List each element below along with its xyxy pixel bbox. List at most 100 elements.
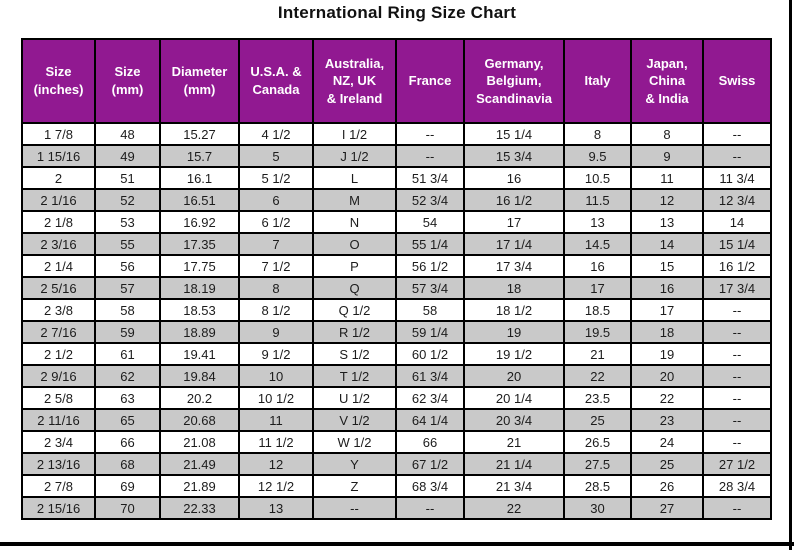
table-cell: 1 15/16 <box>21 144 96 168</box>
table-cell: -- <box>395 122 465 146</box>
table-cell: 2 7/16 <box>21 320 96 344</box>
table-cell: 15.27 <box>159 122 240 146</box>
table-cell: 61 <box>94 342 161 366</box>
table-row: 2 5/16 57 18.19 8 Q 57 3/4 18 17 16 17 3/4 <box>21 276 772 300</box>
table-cell: 11 <box>630 166 704 190</box>
table-row: 2 51 16.1 5 1/2 L 51 3/4 16 10.5 11 11 3/4 <box>21 166 772 190</box>
table-cell: 2 11/16 <box>21 408 96 432</box>
table-cell: 5 1/2 <box>238 166 314 190</box>
table-cell: 5 <box>238 144 314 168</box>
table-cell: 11 1/2 <box>238 430 314 454</box>
table-cell: 22 <box>630 386 704 410</box>
table-cell: 8 <box>630 122 704 146</box>
table-cell: 68 3/4 <box>395 474 465 498</box>
table-cell: 7 <box>238 232 314 256</box>
table-cell: 2 1/8 <box>21 210 96 234</box>
table-cell: 18 <box>630 320 704 344</box>
table-cell: 23 <box>630 408 704 432</box>
table-cell: 18.19 <box>159 276 240 300</box>
table-cell: 17 <box>563 276 632 300</box>
table-row: 2 1/4 56 17.75 7 1/2 P 56 1/2 17 3/4 16 15 16 1/2 <box>21 254 772 278</box>
page-title: International Ring Size Chart <box>277 3 517 22</box>
table-cell: 57 <box>94 276 161 300</box>
table-cell: 17 <box>630 298 704 322</box>
table-cell: 62 <box>94 364 161 388</box>
table-cell: 13 <box>630 210 704 234</box>
table-cell: 64 1/4 <box>395 408 465 432</box>
table-cell: 23.5 <box>563 386 632 410</box>
table-cell: 21 1/4 <box>463 452 565 476</box>
table-cell: 22.33 <box>159 496 240 520</box>
table-cell: 63 <box>94 386 161 410</box>
table-cell: 28.5 <box>563 474 632 498</box>
table-cell: 16.1 <box>159 166 240 190</box>
table-cell: 30 <box>563 496 632 520</box>
table-cell: 19.84 <box>159 364 240 388</box>
table-cell: Q <box>312 276 397 300</box>
table-cell: L <box>312 166 397 190</box>
table-cell: -- <box>702 430 772 454</box>
table-cell: 56 1/2 <box>395 254 465 278</box>
table-cell: 17 1/4 <box>463 232 565 256</box>
column-header-2: Size (mm) <box>94 38 161 124</box>
table-cell: -- <box>702 364 772 388</box>
table-cell: 17.35 <box>159 232 240 256</box>
table-cell: Q 1/2 <box>312 298 397 322</box>
table-cell: 20 1/4 <box>463 386 565 410</box>
table-cell: 21.89 <box>159 474 240 498</box>
table-cell: 25 <box>630 452 704 476</box>
table-cell: 20.68 <box>159 408 240 432</box>
table-cell: -- <box>702 144 772 168</box>
table-row: 2 1/8 53 16.92 6 1/2 N 54 17 13 13 14 <box>21 210 772 234</box>
table-cell: Y <box>312 452 397 476</box>
table-cell: 16 <box>630 276 704 300</box>
table-cell: 61 3/4 <box>395 364 465 388</box>
table-cell: 19 <box>463 320 565 344</box>
table-cell: 4 1/2 <box>238 122 314 146</box>
column-header-9: Japan, China & India <box>630 38 704 124</box>
table-cell: -- <box>395 144 465 168</box>
column-header-4: U.S.A. & Canada <box>238 38 314 124</box>
table-cell: 15 3/4 <box>463 144 565 168</box>
table-cell: 2 1/16 <box>21 188 96 212</box>
table-cell: 68 <box>94 452 161 476</box>
header-row: Size (inches) Size (mm) Diameter (mm) U.S.A… <box>21 38 772 124</box>
column-header-10: Swiss <box>702 38 772 124</box>
table-cell: 10 1/2 <box>238 386 314 410</box>
table-row: 2 3/4 66 21.08 11 1/2 W 1/2 66 21 26.5 24 -- <box>21 430 772 454</box>
table-row: 1 15/16 49 15.7 5 J 1/2 -- 15 3/4 9.5 9 -- <box>21 144 772 168</box>
table-cell: 51 3/4 <box>395 166 465 190</box>
table-cell: 20.2 <box>159 386 240 410</box>
table-cell: 22 <box>463 496 565 520</box>
table-cell: 16.92 <box>159 210 240 234</box>
table-cell: 51 <box>94 166 161 190</box>
table-cell: 16 1/2 <box>463 188 565 212</box>
table-row: 2 7/16 59 18.89 9 R 1/2 59 1/4 19 19.5 18 -- <box>21 320 772 344</box>
table-cell: 52 3/4 <box>395 188 465 212</box>
column-header-3: Diameter (mm) <box>159 38 240 124</box>
table-cell: N <box>312 210 397 234</box>
table-cell: 20 <box>630 364 704 388</box>
table-cell: 10.5 <box>563 166 632 190</box>
table-cell: 18 <box>463 276 565 300</box>
table-cell: 17 3/4 <box>702 276 772 300</box>
column-header-1: Size (inches) <box>21 38 96 124</box>
table-cell: 58 <box>395 298 465 322</box>
table-cell: 59 1/4 <box>395 320 465 344</box>
table-cell: 15.7 <box>159 144 240 168</box>
table-cell: 49 <box>94 144 161 168</box>
table-cell: 2 3/4 <box>21 430 96 454</box>
table-cell: -- <box>702 122 772 146</box>
table-cell: 70 <box>94 496 161 520</box>
table-cell: 25 <box>563 408 632 432</box>
table-cell: 19 <box>630 342 704 366</box>
table-cell: 2 <box>21 166 96 190</box>
table-cell: 22 <box>563 364 632 388</box>
table-cell: T 1/2 <box>312 364 397 388</box>
column-header-8: Italy <box>563 38 632 124</box>
table-cell: 54 <box>395 210 465 234</box>
table-cell: 6 1/2 <box>238 210 314 234</box>
table-cell: M <box>312 188 397 212</box>
table-cell: -- <box>395 496 465 520</box>
table-cell: 2 1/4 <box>21 254 96 278</box>
